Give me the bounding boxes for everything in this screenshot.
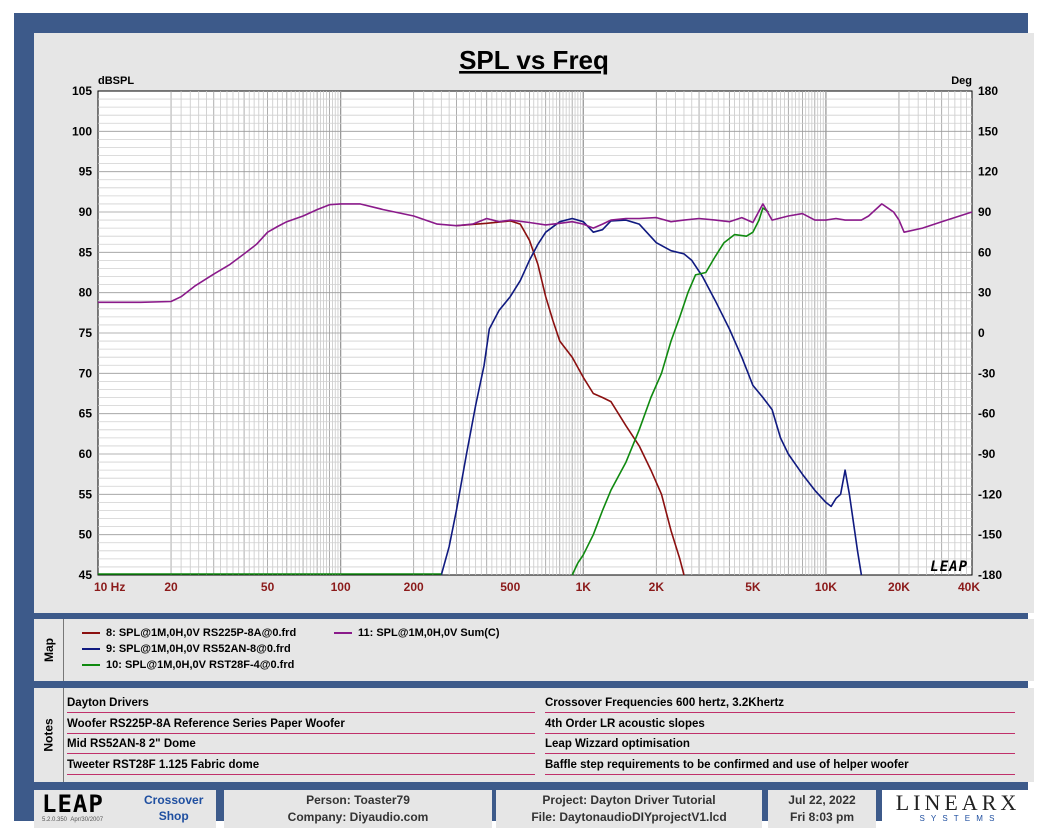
legend-label: 9: SPL@1M,0H,0V RS52AN-8@0.frd [106,643,291,655]
y-axis-label: dBSPL [98,75,134,87]
systems-label: S Y S T E M S [919,814,997,823]
y-tick-label: 80 [79,286,93,300]
footer-panel: LEAP 5.2.0.350 Apr/30/2007 Crossover Sho… [34,790,1034,828]
series-line-8 [456,220,685,576]
legend-item-11: 11: SPL@1M,0H,0V Sum(C) [334,627,500,639]
x-tick-label: 500 [500,580,520,594]
y2-tick-label: 150 [978,124,998,138]
file-label: File: DaytonaudioDIYprojectV1.lcd [531,810,727,824]
legend-swatch [82,632,100,634]
legend-label: 10: SPL@1M,0H,0V RST28F-4@0.frd [106,659,295,671]
legend-item-8: 8: SPL@1M,0H,0V RS225P-8A@0.frd [82,627,296,639]
series-line-10 [571,207,769,576]
footer-date-box: Jul 22, 2022 Fri 8:03 pm [768,790,876,828]
y-tick-label: 95 [79,165,93,179]
x-tick-label: 10 Hz [94,580,125,594]
y2-tick-label: -30 [978,366,996,380]
note-left-4: Tweeter RST28F 1.125 Fabric dome [67,757,535,775]
notes-side-label: Notes [34,688,64,782]
y-tick-label: 90 [79,205,93,219]
window-frame: SPL vs Freq dBSPL Deg 105 100 95 90 85 80 75 70 65 6… [14,13,1034,828]
y-tick-label: 65 [79,407,93,421]
time-label: Fri 8:03 pm [789,810,855,824]
x-tick-label: 40K [958,580,980,594]
plot-panel: SPL vs Freq dBSPL Deg 105 100 95 90 85 80 75 70 65 6… [34,33,1034,613]
y-tick-label: 85 [79,245,93,259]
notes-panel: Notes Dayton Drivers Woofer RS225P-8A Re… [34,688,1034,782]
note-right-2: 4th Order LR acoustic slopes [545,716,1015,734]
date-label: Jul 22, 2022 [788,793,856,807]
spl-chart: SPL vs Freq dBSPL Deg 105 100 95 90 85 80 75 70 65 6… [72,45,1002,594]
version-label: 5.2.0.350 Apr/30/2007 [42,817,104,823]
x-tick-label: 20K [888,580,910,594]
series-line-9 [440,217,863,576]
y2-tick-label: -180 [978,568,1002,582]
note-left-1: Dayton Drivers [67,695,535,713]
module-name: Crossover Shop [144,793,204,823]
note-right-4: Baffle step requirements to be confirmed… [545,757,1015,775]
leap-watermark: LEAP [930,559,968,575]
y2-tick-label: 30 [978,286,992,300]
footer-person-box: Person: Toaster79 Company: Diyaudio.com [224,790,492,828]
y2-tick-label: 120 [978,165,998,179]
x-tick-label: 5K [745,580,761,594]
y-tick-label: 105 [72,84,92,98]
legend-swatch [334,632,352,634]
y-tick-label: 70 [79,366,93,380]
linearx-logo: LINEARX [895,790,1021,815]
y2-tick-label: -90 [978,447,996,461]
legend-swatch [82,664,100,666]
note-left-3: Mid RS52AN-8 2" Dome [67,736,535,754]
y-tick-label: 55 [79,487,93,501]
footer-logo-box: LEAP 5.2.0.350 Apr/30/2007 Crossover Sho… [34,790,216,828]
person-label: Person: Toaster79 [306,793,410,807]
project-label: Project: Dayton Driver Tutorial [542,793,716,807]
note-left-2: Woofer RS225P-8A Reference Series Paper … [67,716,535,734]
legend-label: 11: SPL@1M,0H,0V Sum(C) [358,627,500,639]
legend-swatch [82,648,100,650]
y-tick-label: 60 [79,447,93,461]
chart-title: SPL vs Freq [459,45,609,75]
map-side-label: Map [34,619,64,681]
x-tick-label: 20 [164,580,178,594]
y-tick-label: 75 [79,326,93,340]
y-tick-label: 100 [72,124,92,138]
note-right-3: Leap Wizzard optimisation [545,736,1015,754]
y-tick-label: 50 [79,528,93,542]
leap-logo: LEAP [42,790,104,818]
y2-tick-label: 0 [978,326,985,340]
legend-item-10: 10: SPL@1M,0H,0V RST28F-4@0.frd [82,659,294,671]
footer-project-box: Project: Dayton Driver Tutorial File: Da… [496,790,762,828]
footer-brand-box: LINEARX S Y S T E M S [882,790,1034,828]
x-tick-label: 50 [261,580,275,594]
series-line-11 [98,203,973,304]
legend-item-9: 9: SPL@1M,0H,0V RS52AN-8@0.frd [82,643,291,655]
x-tick-label: 100 [331,580,351,594]
x-tick-label: 200 [404,580,424,594]
y2-axis-label: Deg [951,75,972,87]
y2-tick-label: 180 [978,84,998,98]
legend-label: 8: SPL@1M,0H,0V RS225P-8A@0.frd [106,627,297,639]
x-tick-label: 1K [576,580,592,594]
y2-tick-label: -150 [978,528,1002,542]
y2-tick-label: 60 [978,245,992,259]
y2-tick-label: -120 [978,487,1002,501]
x-tick-label: 10K [815,580,837,594]
company-label: Company: Diyaudio.com [287,810,429,824]
y-tick-label: 45 [79,568,93,582]
map-panel: Map 8: SPL@1M,0H,0V RS225P-8A@0.frd 9: S… [34,619,1034,681]
y2-tick-label: -60 [978,407,996,421]
note-right-1: Crossover Frequencies 600 hertz, 3.2Kher… [545,695,1015,713]
y2-tick-label: 90 [978,205,992,219]
x-tick-label: 2K [649,580,665,594]
